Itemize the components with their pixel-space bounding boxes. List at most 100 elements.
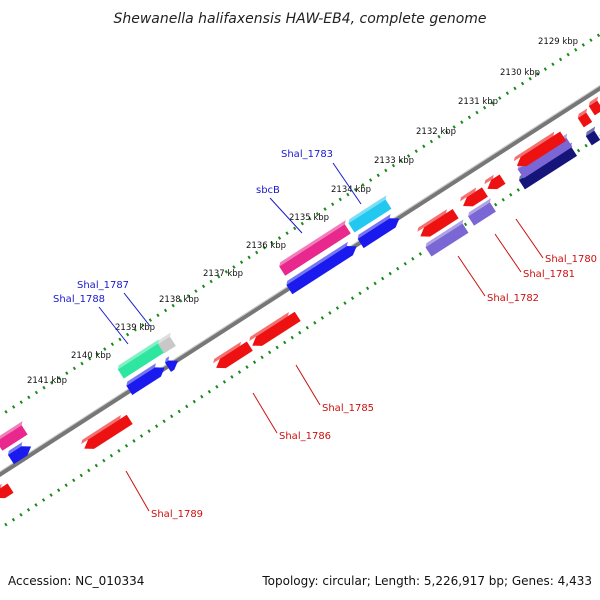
gene-left-red [0,483,14,499]
gene-sbcB-blue [286,241,357,295]
gene-shal-1782 [425,219,469,257]
tick-label: 2130 kbp [500,68,540,78]
gene-bevel [213,341,242,364]
leader-line [515,218,544,259]
gene-bevel [484,174,494,185]
tick-label: 2132 kbp [416,127,456,137]
gene-bevel [286,241,348,286]
tick-label: 2133 kbp [374,156,414,166]
gene-left-blue [7,442,32,465]
gene-shal-1782-red [417,209,459,237]
gene-body [216,341,253,369]
upper-ruler [0,32,600,418]
gene-body [517,137,573,179]
leader-line [269,197,303,234]
tick-label: 2129 kbp [538,37,578,47]
gene-body [252,311,301,346]
gene-shal-1789 [81,414,133,449]
gene-shal-1781 [468,198,496,226]
gene-bevel [513,131,555,162]
gene-body [425,223,469,257]
leader-line [252,392,278,434]
gene-body [84,414,133,449]
gene-body [0,425,28,451]
gene-shal-1787-blue [126,363,165,395]
gene-bevel [425,219,464,248]
gene-bevel [460,187,477,202]
leader-line [125,470,150,512]
gene-label: Shal_1789 [151,509,203,520]
gene-bevel [417,209,447,232]
leader-line [332,162,362,205]
leader-line [457,255,486,297]
gene-bevel [468,198,491,217]
gene-sbcB [279,220,351,276]
gene-shal-1780-red [484,174,506,190]
gene-body [279,224,351,276]
gene-shal-1787 [117,339,165,379]
tick-label: 2136 kbp [246,241,286,251]
gene-bevel [164,356,170,363]
gene-bevel [357,214,391,239]
gene-edge-navy [585,126,600,146]
gene-bevel [0,421,23,442]
gene-shal-1785 [249,311,301,346]
gene-body [468,202,496,226]
gene-bevel [81,414,121,444]
accession-text: Accession: NC_010334 [8,574,145,588]
leader-line [98,306,129,345]
gene-far-right-red [513,131,567,167]
gene-shal-1783 [348,195,392,233]
gene-bevel [279,220,346,267]
gene-left-pink [0,421,28,451]
gene-label: Shal_1785 [322,403,374,414]
gene-body [420,209,459,237]
gene-body [585,130,600,146]
tick-label: 2141 kbp [27,376,67,386]
map-title: Shewanella halifaxensis HAW-EB4, complet… [113,11,486,27]
gene-shal-1788-gray [158,332,176,354]
gene-small-blue [164,356,179,372]
gene-label: Shal_1782 [487,293,539,304]
genome-summary-text: Topology: circular; Length: 5,226,917 bp… [262,574,592,588]
gene-body [463,187,488,207]
gene-label: Shal_1783 [281,149,333,160]
tick-label: 2138 kbp [159,295,199,305]
gene-body [158,336,176,354]
gene-body [286,246,357,295]
tick-label: 2137 kbp [203,269,243,279]
gene-body [164,360,179,372]
leader-line [494,233,522,273]
gene-edge-red [577,108,593,128]
tick-label: 2135 kbp [289,213,329,223]
gene-body [7,446,32,465]
gene-body [357,218,400,249]
gene-body [117,343,165,379]
gene-bevel [588,96,599,107]
tick-label: 2139 kbp [115,323,155,333]
gene-bevel [7,442,23,455]
gene-label: Shal_1786 [279,431,331,442]
gene-bevel [126,363,156,386]
gene-bevel [158,332,171,345]
gene-shal-1786 [213,341,253,369]
tick-label: 2131 kbp [458,97,498,107]
leader-line [295,364,321,406]
tick-label: 2140 kbp [71,351,111,361]
gene-body [348,199,392,233]
gene-bevel [585,126,596,137]
gene-labels: Shal_1783 sbcB Shal_1787 Shal_1788 Shal_1780… [53,149,597,520]
gene-body [518,146,578,190]
gene-bevel [577,108,588,119]
gene-features [0,96,600,499]
gene-body [516,131,567,167]
gene-body [126,367,165,395]
gene-body [0,483,14,499]
gene-label: Shal_1788 [53,294,105,305]
gene-label: sbcB [256,185,280,196]
lower-ruler [0,134,600,531]
gene-bevel [117,339,160,370]
gene-shal-1781-red [460,187,488,207]
gene-shal-1783-blue [357,214,400,249]
